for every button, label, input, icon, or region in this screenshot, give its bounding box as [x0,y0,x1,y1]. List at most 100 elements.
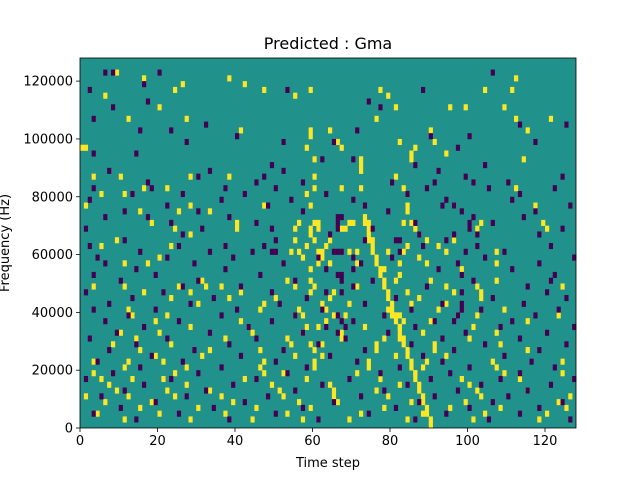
heatmap-cell-high [258,364,263,371]
heatmap-cell-high [126,358,131,365]
heatmap-cell-high [161,375,166,383]
heatmap-cell-high [502,306,507,313]
heatmap-cell-high [289,248,294,255]
heatmap-cell-high [448,404,453,411]
heatmap-cell-high [502,104,507,111]
heatmap-cell-low [459,271,464,278]
heatmap-cell-low [91,306,96,313]
heatmap-cell-high [339,144,344,151]
heatmap-cell-high [328,381,333,388]
heatmap-cell-low [145,98,151,105]
heatmap-cell-low [525,283,530,290]
heatmap-cell-high [475,387,480,394]
heatmap-cell-low [91,115,96,122]
heatmap-cell-high [312,347,317,354]
heatmap-cell-low [459,306,464,313]
heatmap-cell-high [541,219,546,226]
heatmap-cell-high [308,404,313,411]
heatmap-cell-low [533,138,538,146]
heatmap-cell-low [142,81,147,88]
heatmap-cell-high [548,115,554,122]
heatmap-cell-high [405,289,410,296]
heatmap-cell-high [308,133,313,140]
heatmap-cell-low [269,289,275,296]
x-axis-label: Time step [295,456,360,471]
heatmap-cell-low [285,370,290,377]
heatmap-cell-high [413,144,418,151]
heatmap-cell-low [339,271,344,278]
heatmap-cell-high [382,266,387,273]
heatmap-cell-high [339,225,344,232]
heatmap-cell-high [207,208,213,215]
heatmap-cell-low [231,381,236,388]
heatmap-cell-low [111,104,116,111]
heatmap-cell-low [471,277,476,284]
heatmap-cell-high [479,393,484,400]
heatmap-cell-low [572,375,577,383]
heatmap-cell-low [560,225,565,232]
heatmap-cell-high [149,219,154,226]
heatmap-cell-high [312,156,317,163]
heatmap-cell-high [316,260,321,267]
y-axis-label: Frequency (Hz) [0,194,13,292]
heatmap-cell-high [444,150,449,157]
heatmap-cell-high [409,156,414,163]
heatmap-cell-low [440,300,445,307]
heatmap-cell-low [324,323,329,331]
heatmap-cell-high [161,358,166,365]
heatmap-cell-low [293,312,298,319]
heatmap-cell-high [304,375,309,383]
heatmap-cell-low [165,254,170,261]
heatmap-cell-high [374,260,379,267]
heatmap-cell-low [254,335,259,342]
heatmap-cell-high [417,254,422,261]
heatmap-cell-low [196,208,201,215]
heatmap-cell-low [142,323,147,331]
heatmap-cell-low [107,300,112,307]
heatmap-cell-high [300,416,306,423]
heatmap-cell-high [390,306,395,313]
heatmap-cell-high [393,318,399,325]
heatmap-cell-low [262,173,267,180]
heatmap-cell-high [169,295,174,302]
heatmap-cell-high [173,86,178,93]
heatmap-cell-high [83,144,89,151]
heatmap-cell-low [192,347,197,354]
heatmap-cell-high [235,219,240,226]
heatmap-cell-low [196,173,201,180]
heatmap-cell-high [359,156,364,163]
heatmap-cell-low [421,352,426,359]
heatmap-cell-low [207,329,213,336]
heatmap-cell-low [359,393,364,400]
heatmap-cell-high [227,75,232,82]
heatmap-cell-low [517,335,523,342]
heatmap-cell-high [200,277,205,284]
heatmap-cell-low [390,254,395,261]
heatmap-cell-low [204,121,209,128]
heatmap-cell-high [471,323,476,331]
heatmap-cell-low [339,318,344,325]
heatmap-cell-high [405,352,410,359]
heatmap-cell-high [475,283,480,290]
heatmap-cell-low [200,225,205,232]
heatmap-cell-high [510,86,515,93]
heatmap-cell-high [304,323,309,331]
x-tick-label: 120 [533,434,558,449]
heatmap-cell-low [490,69,495,76]
heatmap-cell-low [262,243,267,250]
heatmap-cell-low [130,190,135,198]
heatmap-cell-high [405,243,410,250]
heatmap-cell-low [324,266,329,273]
heatmap-cell-low [452,318,457,325]
heatmap-cell-low [331,248,337,255]
heatmap-cell-high [328,237,333,244]
heatmap-cell-high [207,387,213,394]
heatmap-cell-low [149,352,154,359]
heatmap-cell-low [176,318,182,325]
x-axis: 0 20 40 60 80 100 120 [76,428,558,449]
heatmap-cell-high [347,248,352,255]
heatmap-cell-low [366,98,371,105]
heatmap-cell-low [455,312,461,319]
heatmap-cell-low [111,69,116,76]
heatmap-cell-high [521,156,526,163]
